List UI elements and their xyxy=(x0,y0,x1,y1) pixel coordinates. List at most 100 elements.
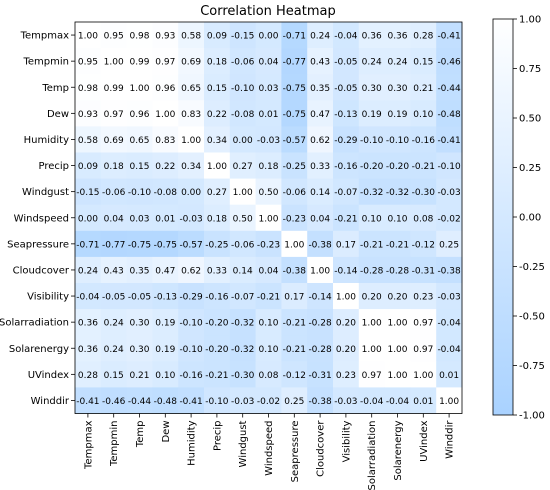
cell-value: -0.04 xyxy=(386,397,410,407)
cell-value: -0.04 xyxy=(437,319,461,329)
heatmap-cell xyxy=(358,230,385,258)
heatmap-cell xyxy=(229,256,256,284)
cell-value: -0.10 xyxy=(386,136,410,146)
heatmap-cell xyxy=(436,230,463,258)
y-label-cloudcover: Cloudcover xyxy=(13,265,70,276)
heatmap-cell xyxy=(384,100,411,127)
heatmap-cell xyxy=(358,361,385,388)
heatmap-cell xyxy=(178,48,205,75)
cell-value: 0.01 xyxy=(155,214,175,224)
heatmap-cell xyxy=(384,256,411,284)
heatmap-cell xyxy=(281,335,308,362)
cell-value: 1.00 xyxy=(362,345,382,355)
heatmap-cell xyxy=(410,204,437,232)
heatmap-cell xyxy=(358,48,385,75)
cell-value: -0.21 xyxy=(257,293,280,303)
cell-value: 0.18 xyxy=(207,214,227,224)
heatmap-cell xyxy=(358,309,385,336)
cell-value: 0.04 xyxy=(258,266,278,276)
heatmap-cell xyxy=(255,152,282,179)
heatmap-cell xyxy=(384,387,411,414)
heatmap-cell xyxy=(255,256,282,284)
heatmap-cell xyxy=(333,100,360,127)
heatmap-cell xyxy=(100,361,127,388)
cell-value: 0.10 xyxy=(258,345,278,355)
cell-value: 0.69 xyxy=(181,58,201,68)
x-label-solarradiation: Solarradiation xyxy=(367,421,378,490)
cell-value: -0.71 xyxy=(283,32,306,42)
heatmap-cell xyxy=(436,48,463,75)
cell-value: 0.97 xyxy=(155,58,175,68)
heatmap-cell xyxy=(75,22,102,49)
cell-value: 0.00 xyxy=(233,136,253,146)
heatmap-cell xyxy=(152,152,179,179)
y-label-precip: Precip xyxy=(38,161,69,172)
y-label-visibility: Visibility xyxy=(27,292,69,303)
heatmap-cell xyxy=(100,256,127,284)
heatmap-cell xyxy=(75,230,102,258)
cell-value: 0.99 xyxy=(104,84,124,94)
x-label-temp: Temp xyxy=(135,421,146,449)
cell-value: 0.17 xyxy=(336,240,356,250)
heatmap-cell xyxy=(281,178,308,206)
cell-value: 0.35 xyxy=(129,266,149,276)
cell-value: -0.20 xyxy=(386,162,410,172)
cell-value: -0.28 xyxy=(360,266,384,276)
cell-value: -0.77 xyxy=(283,58,306,68)
cell-value: -0.06 xyxy=(231,240,255,250)
cell-value: 0.33 xyxy=(207,266,227,276)
cell-value: -0.20 xyxy=(205,319,229,329)
cell-value: -0.10 xyxy=(360,136,384,146)
heatmap-cell xyxy=(152,126,179,153)
heatmap-cell xyxy=(281,100,308,127)
heatmap-cell xyxy=(152,230,179,258)
heatmap-cell xyxy=(410,126,437,153)
colorbar-tick-label: 0.25 xyxy=(519,163,541,174)
heatmap-cell xyxy=(152,256,179,284)
cell-value: 0.00 xyxy=(181,188,201,198)
cell-value: -0.48 xyxy=(154,397,178,407)
y-label-dew: Dew xyxy=(47,109,69,120)
cell-value: 0.28 xyxy=(78,371,98,381)
cell-value: -0.57 xyxy=(283,136,306,146)
heatmap-cell xyxy=(436,178,463,206)
cell-value: 0.28 xyxy=(413,32,433,42)
cell-value: 1.00 xyxy=(387,345,407,355)
heatmap-cell xyxy=(126,204,153,232)
cell-value: -0.38 xyxy=(308,397,332,407)
cell-value: 0.01 xyxy=(258,110,278,120)
cell-value: 0.15 xyxy=(413,58,433,68)
heatmap-cell xyxy=(384,283,411,310)
heatmap-cell xyxy=(307,74,334,101)
cell-value: -0.21 xyxy=(334,214,357,224)
heatmap-cell xyxy=(75,100,102,127)
heatmap-cell xyxy=(204,309,231,336)
heatmap-cell xyxy=(333,74,360,101)
heatmap-cell xyxy=(255,387,282,414)
heatmap-cell xyxy=(281,204,308,232)
cell-value: -0.04 xyxy=(360,397,384,407)
heatmap-cell xyxy=(436,74,463,101)
heatmap-cell xyxy=(126,100,153,127)
cell-value: -0.20 xyxy=(360,162,384,172)
cell-value: -0.44 xyxy=(128,397,152,407)
cell-value: 0.23 xyxy=(413,293,433,303)
cell-value: 0.10 xyxy=(387,214,407,224)
heatmap-cell xyxy=(75,204,102,232)
colorbar-tick-label: -1.00 xyxy=(519,411,545,422)
cell-value: 0.20 xyxy=(336,319,356,329)
cell-value: -0.06 xyxy=(283,188,307,198)
cell-annotations: 1.00 0.95 0.98 0.93 0.58 0.09 -0.15 0.00 -0.71 0.… xyxy=(76,32,461,407)
heatmap-cell xyxy=(255,283,282,310)
cell-value: -0.21 xyxy=(360,240,383,250)
cell-value: 0.21 xyxy=(413,84,433,94)
heatmap-cell xyxy=(152,204,179,232)
cell-value: 0.21 xyxy=(129,371,149,381)
cell-value: 0.62 xyxy=(310,136,330,146)
heatmap-cell xyxy=(384,204,411,232)
heatmap-cell xyxy=(333,22,360,49)
heatmap-cell xyxy=(178,361,205,388)
cell-value: -0.16 xyxy=(179,371,203,381)
cell-value: 1.00 xyxy=(78,32,98,42)
heatmap-cell xyxy=(358,100,385,127)
